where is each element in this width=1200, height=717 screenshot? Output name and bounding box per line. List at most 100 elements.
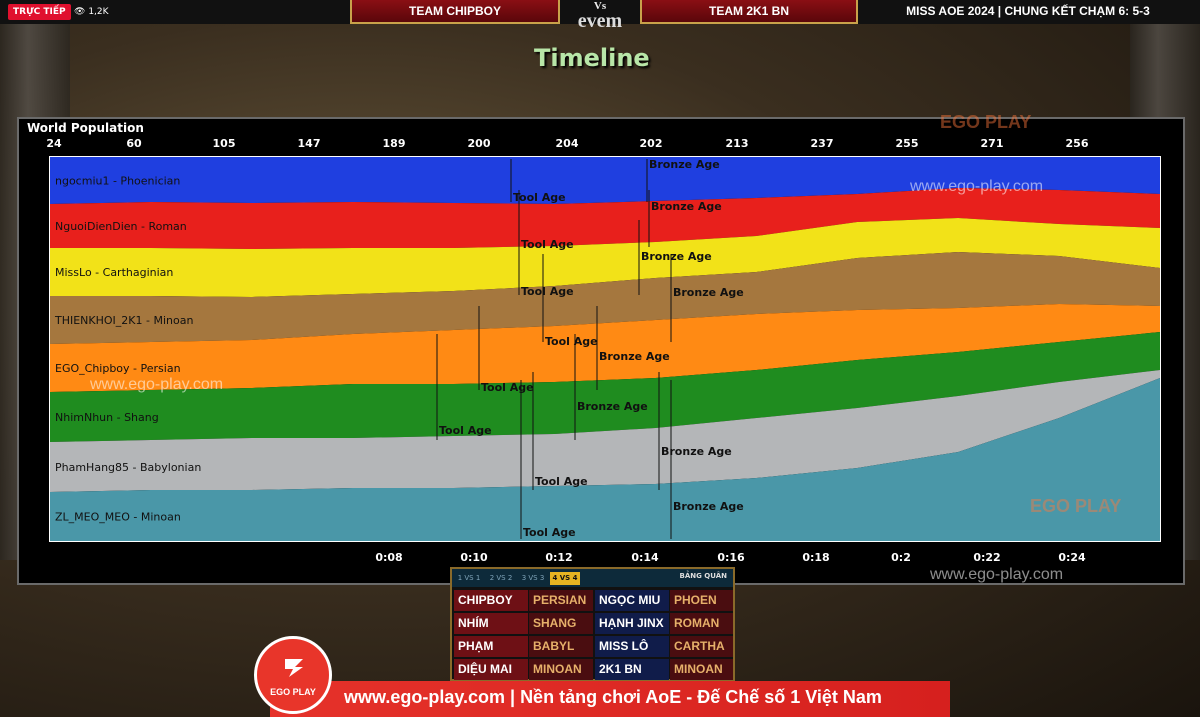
population-tick-label: 256 (1065, 137, 1089, 150)
age-label-tool: Tool Age (535, 475, 588, 488)
player-band-label: PhamHang85 - Babylonian (55, 461, 201, 474)
left-player-name: PHẠM HẰNG (454, 636, 528, 674)
right-player-name: NGỌC MIU (595, 590, 669, 611)
player-band-label: ngocmiu1 - Phoenician (55, 175, 180, 188)
population-tick-label: 202 (639, 137, 663, 150)
right-player-civ: ROMAN (670, 613, 733, 634)
age-label-bronze: Bronze Age (649, 158, 720, 171)
time-tick-label: 0:2 (891, 551, 911, 564)
time-tick-label: 0:16 (717, 551, 745, 564)
eye-icon: 👁 (74, 7, 86, 17)
population-tick-label: 271 (980, 137, 1004, 150)
time-tick-label: 0:12 (545, 551, 573, 564)
roster-row: PHẠM HẰNG BABYL MISS LÔ CARTHA (454, 635, 733, 674)
time-tick-label: 0:08 (375, 551, 403, 564)
versus-underlay: evem (577, 10, 623, 32)
viewer-count: 👁 1,2K (74, 4, 109, 20)
time-tick-label: 0:10 (460, 551, 488, 564)
ego-play-logo-text: EGO PLAY (270, 687, 316, 697)
population-tick-label: 200 (467, 137, 491, 150)
versus-label: Vs evem (560, 0, 640, 31)
time-tick-label: 0:14 (631, 551, 659, 564)
age-label-tool: Tool Age (513, 191, 566, 204)
timeline-chart-panel: World Population 24 60 105 147 189 200 204 202 2… (17, 117, 1185, 585)
population-tick-row: 24 60 105 147 189 200 204 202 213 237 255 271 256 (19, 137, 1179, 151)
population-tick-label: 213 (725, 137, 749, 150)
ego-play-logo: EGO PLAY (254, 636, 332, 714)
team-roster-scoreboard: 1 VS 1 2 VS 2 3 VS 3 4 VS 4 BẢNG QUÂN CH… (450, 567, 735, 681)
population-tick-label: 24 (46, 137, 62, 150)
age-label-bronze: Bronze Age (641, 250, 712, 263)
watermark-site-left: www.ego-play.com (90, 376, 224, 393)
footer-banner (270, 681, 950, 717)
viewer-count-value: 1,2K (88, 7, 109, 17)
population-tick-label: 255 (895, 137, 919, 150)
chart-title: World Population (27, 121, 144, 135)
population-band (50, 188, 1160, 249)
right-player-name: MISS LÔ (595, 636, 669, 657)
right-player-civ: PHOEN (670, 590, 733, 611)
versus-text: Vs (593, 0, 607, 12)
age-label-tool: Tool Age (521, 238, 574, 251)
roster-row: CHIPBOY PERSIAN NGỌC MIU PHOEN (454, 589, 733, 611)
left-player-civ: PERSIAN (529, 590, 593, 611)
age-label-bronze: Bronze Age (661, 445, 732, 458)
left-player-civ: MINOAN (529, 659, 593, 680)
player-band-label: NhimNhun - Shang (55, 411, 159, 424)
age-label-bronze: Bronze Age (599, 350, 670, 363)
roster-row: NHÍM SHANG HẠNH JINX ROMAN (454, 612, 733, 634)
tab-3v3[interactable]: 3 VS 3 (521, 574, 545, 582)
population-band (50, 332, 1160, 442)
age-label-tool: Tool Age (481, 381, 534, 394)
roster-row: DIỆU MAI MINOAN 2K1 BN MINOAN (454, 658, 733, 680)
scoreboard-title: BẢNG QUÂN (679, 572, 728, 580)
population-tick-label: 60 (126, 137, 142, 150)
population-tick-label: 204 (555, 137, 579, 150)
tab-1v1[interactable]: 1 VS 1 (457, 574, 481, 582)
left-player-name: CHIPBOY (454, 590, 528, 611)
age-label-tool: Tool Age (521, 285, 574, 298)
broadcast-top-bar: TRỰC TIẾP 👁 1,2K TEAM CHIPBOY Vs evem TE… (0, 0, 1200, 31)
footer-banner-text: www.ego-play.com | Nền tảng chơi AoE - Đ… (344, 687, 882, 707)
population-band (50, 157, 1160, 204)
age-label-bronze: Bronze Age (651, 200, 722, 213)
ego-play-logo-icon (285, 659, 303, 677)
tab-2v2[interactable]: 2 VS 2 (489, 574, 513, 582)
population-tick-label: 189 (382, 137, 406, 150)
population-band (50, 304, 1160, 392)
watermark-logo-bottom: EGO PLAY (1030, 496, 1122, 516)
population-band (50, 370, 1160, 492)
time-tick-label: 0:24 (1058, 551, 1086, 564)
time-tick-label: 0:22 (973, 551, 1001, 564)
watermark-logo-top: EGO PLAY (940, 112, 1032, 132)
population-tick-label: 237 (810, 137, 834, 150)
left-player-name: DIỆU MAI (454, 659, 528, 680)
population-band (50, 378, 1160, 541)
left-player-civ: BABYL (529, 636, 593, 657)
player-band-label: ZL_MEO_MEO - Minoan (55, 511, 181, 524)
time-tick-label: 0:18 (802, 551, 830, 564)
age-label-bronze: Bronze Age (577, 400, 648, 413)
team-right-name: TEAM 2K1 BN (640, 0, 858, 24)
watermark-site-top: www.ego-play.com (910, 178, 1044, 195)
population-tick-label: 105 (212, 137, 236, 150)
timeline-title: Timeline (534, 44, 650, 72)
player-band-label: EGO_Chipboy - Persian (55, 362, 181, 375)
population-band (50, 252, 1160, 344)
right-player-name: 2K1 BN (595, 659, 669, 680)
age-label-bronze: Bronze Age (673, 286, 744, 299)
tab-4v4[interactable]: 4 VS 4 (550, 572, 580, 585)
age-label-tool: Tool Age (523, 526, 576, 539)
right-player-civ: MINOAN (670, 659, 733, 680)
match-title: MISS AOE 2024 | CHUNG KẾT CHẠM 6: 5-3 (906, 4, 1150, 18)
right-player-name: HẠNH JINX (595, 613, 669, 634)
population-band (50, 218, 1160, 297)
player-band-label: NguoiDienDien - Roman (55, 220, 187, 233)
right-player-civ: CARTHA (670, 636, 733, 657)
population-tick-label: 147 (297, 137, 321, 150)
scoreboard-tabs: 1 VS 1 2 VS 2 3 VS 3 4 VS 4 BẢNG QUÂN (452, 569, 733, 587)
watermark-site-bottom: www.ego-play.com (930, 566, 1064, 583)
left-player-name: NHÍM (454, 613, 528, 634)
age-label-tool: Tool Age (545, 335, 598, 348)
